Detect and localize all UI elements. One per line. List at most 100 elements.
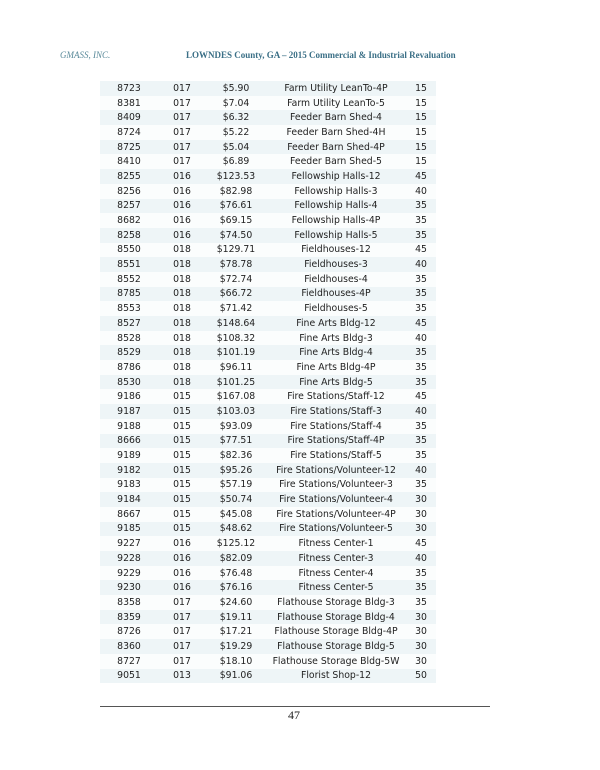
cost-cell: $17.21 (219, 626, 253, 638)
description-cell: Farm Utility LeanTo-5 (287, 97, 385, 109)
cost-cell: $77.51 (219, 435, 253, 447)
code-cell: 8785 (117, 288, 141, 300)
table-row: 8724 017 $5.22 Feeder Barn Shed-4H 15 (100, 125, 436, 140)
description-cell: Fieldhouses-4 (304, 273, 368, 285)
description-cell: Fine Arts Bldg-3 (299, 332, 373, 344)
code-cell: 8358 (117, 596, 141, 608)
class-cell: 018 (173, 332, 191, 344)
description-cell: Fire Stations/Volunteer-3 (279, 479, 393, 491)
cost-cell: $18.10 (219, 655, 253, 667)
description-cell: Fire Stations/Staff-12 (287, 391, 385, 403)
table-row: 8723 017 $5.90 Farm Utility LeanTo-4P 15 (100, 81, 436, 96)
description-cell: Fellowship Halls-5 (294, 229, 378, 241)
code-cell: 8530 (117, 376, 141, 388)
code-cell: 9184 (117, 494, 141, 506)
class-cell: 018 (173, 244, 191, 256)
life-cell: 15 (415, 112, 427, 124)
class-cell: 017 (173, 640, 191, 652)
cost-cell: $101.25 (216, 376, 256, 388)
life-cell: 35 (415, 596, 427, 608)
life-cell: 30 (415, 655, 427, 667)
table-row: 9187 015 $103.03 Fire Stations/Staff-3 40 (100, 404, 436, 419)
life-cell: 15 (415, 156, 427, 168)
life-cell: 45 (415, 170, 427, 182)
description-cell: Fire Stations/Volunteer-4P (276, 508, 396, 520)
table-row: 8786 018 $96.11 Fine Arts Bldg-4P 35 (100, 360, 436, 375)
code-cell: 8682 (117, 215, 141, 227)
class-cell: 017 (173, 626, 191, 638)
life-cell: 35 (415, 215, 427, 227)
class-cell: 015 (173, 494, 191, 506)
life-cell: 45 (415, 244, 427, 256)
class-cell: 015 (173, 450, 191, 462)
table-row: 8359 017 $19.11 Flathouse Storage Bldg-4 30 (100, 609, 436, 625)
description-cell: Fire Stations/Volunteer-5 (279, 523, 393, 535)
description-cell: Fellowship Halls-4P (291, 215, 381, 227)
table-row: 8785 018 $66.72 Fieldhouses-4P 35 (100, 286, 436, 302)
life-cell: 35 (415, 200, 427, 212)
code-cell: 8410 (117, 156, 141, 168)
description-cell: Fitness Center-1 (298, 538, 374, 550)
description-cell: Fellowship Halls-3 (294, 185, 378, 197)
code-cell: 9187 (117, 405, 141, 417)
description-cell: Fine Arts Bldg-5 (299, 376, 373, 388)
description-cell: Fire Stations/Volunteer-4 (279, 494, 393, 506)
description-cell: Fire Stations/Staff-5 (290, 450, 382, 462)
description-cell: Fire Stations/Staff-4P (287, 435, 385, 447)
cost-cell: $50.74 (219, 494, 253, 506)
description-cell: Fine Arts Bldg-4P (296, 361, 376, 373)
class-cell: 016 (173, 582, 191, 594)
cost-cell: $148.64 (216, 317, 256, 329)
class-cell: 017 (173, 141, 191, 153)
code-cell: 8409 (117, 112, 141, 124)
description-cell: Flathouse Storage Bldg-3 (277, 596, 395, 608)
description-cell: Fieldhouses-3 (304, 259, 368, 271)
cost-cell: $82.09 (219, 552, 253, 564)
class-cell: 018 (173, 273, 191, 285)
code-cell: 9189 (117, 450, 141, 462)
page-number: 47 (288, 708, 300, 722)
cost-cell: $6.32 (222, 112, 250, 124)
class-cell: 015 (173, 405, 191, 417)
code-cell: 8666 (117, 435, 141, 447)
code-cell: 8257 (117, 200, 141, 212)
cost-cell: $78.78 (219, 259, 253, 271)
cost-schedule-table: 8723 017 $5.90 Farm Utility LeanTo-4P 15 8381… (100, 81, 436, 684)
cost-cell: $167.08 (216, 391, 256, 403)
code-cell: 9185 (117, 523, 141, 535)
code-cell: 9186 (117, 391, 141, 403)
table-row: 9228 016 $82.09 Fitness Center-3 40 (100, 551, 436, 566)
table-row: 9183 015 $57.19 Fire Stations/Volunteer-3 35 (100, 477, 436, 493)
life-cell: 15 (415, 82, 427, 94)
cost-cell: $129.71 (216, 244, 256, 256)
cost-cell: $108.32 (216, 332, 256, 344)
class-cell: 015 (173, 508, 191, 520)
class-cell: 018 (173, 376, 191, 388)
code-cell: 8381 (117, 97, 141, 109)
description-cell: Fellowship Halls-12 (291, 170, 381, 182)
cost-cell: $93.09 (219, 420, 253, 432)
description-cell: Feeder Barn Shed-4 (290, 112, 382, 124)
table-row: 8550 018 $129.71 Fieldhouses-12 45 (100, 242, 436, 258)
table-row: 8360 017 $19.29 Flathouse Storage Bldg-5 30 (100, 639, 436, 654)
description-cell: Feeder Barn Shed-4P (287, 141, 385, 153)
life-cell: 35 (415, 420, 427, 432)
life-cell: 45 (415, 317, 427, 329)
life-cell: 35 (415, 229, 427, 241)
class-cell: 016 (173, 552, 191, 564)
code-cell: 8553 (117, 303, 141, 315)
life-cell: 30 (415, 626, 427, 638)
cost-cell: $96.11 (219, 361, 253, 373)
class-cell: 015 (173, 420, 191, 432)
class-cell: 018 (173, 303, 191, 315)
life-cell: 35 (415, 303, 427, 315)
life-cell: 35 (415, 450, 427, 462)
table-body: 8723 017 $5.90 Farm Utility LeanTo-4P 15 8381… (100, 81, 436, 684)
table-row: 8727 017 $18.10 Flathouse Storage Bldg-5W 30 (100, 653, 436, 669)
cost-cell: $76.16 (219, 582, 253, 594)
description-cell: Fitness Center-5 (298, 582, 374, 594)
description-cell: Flathouse Storage Bldg-4P (274, 626, 398, 638)
cost-cell: $66.72 (219, 288, 253, 300)
code-cell: 8725 (117, 141, 141, 153)
description-cell: Feeder Barn Shed-5 (290, 156, 382, 168)
